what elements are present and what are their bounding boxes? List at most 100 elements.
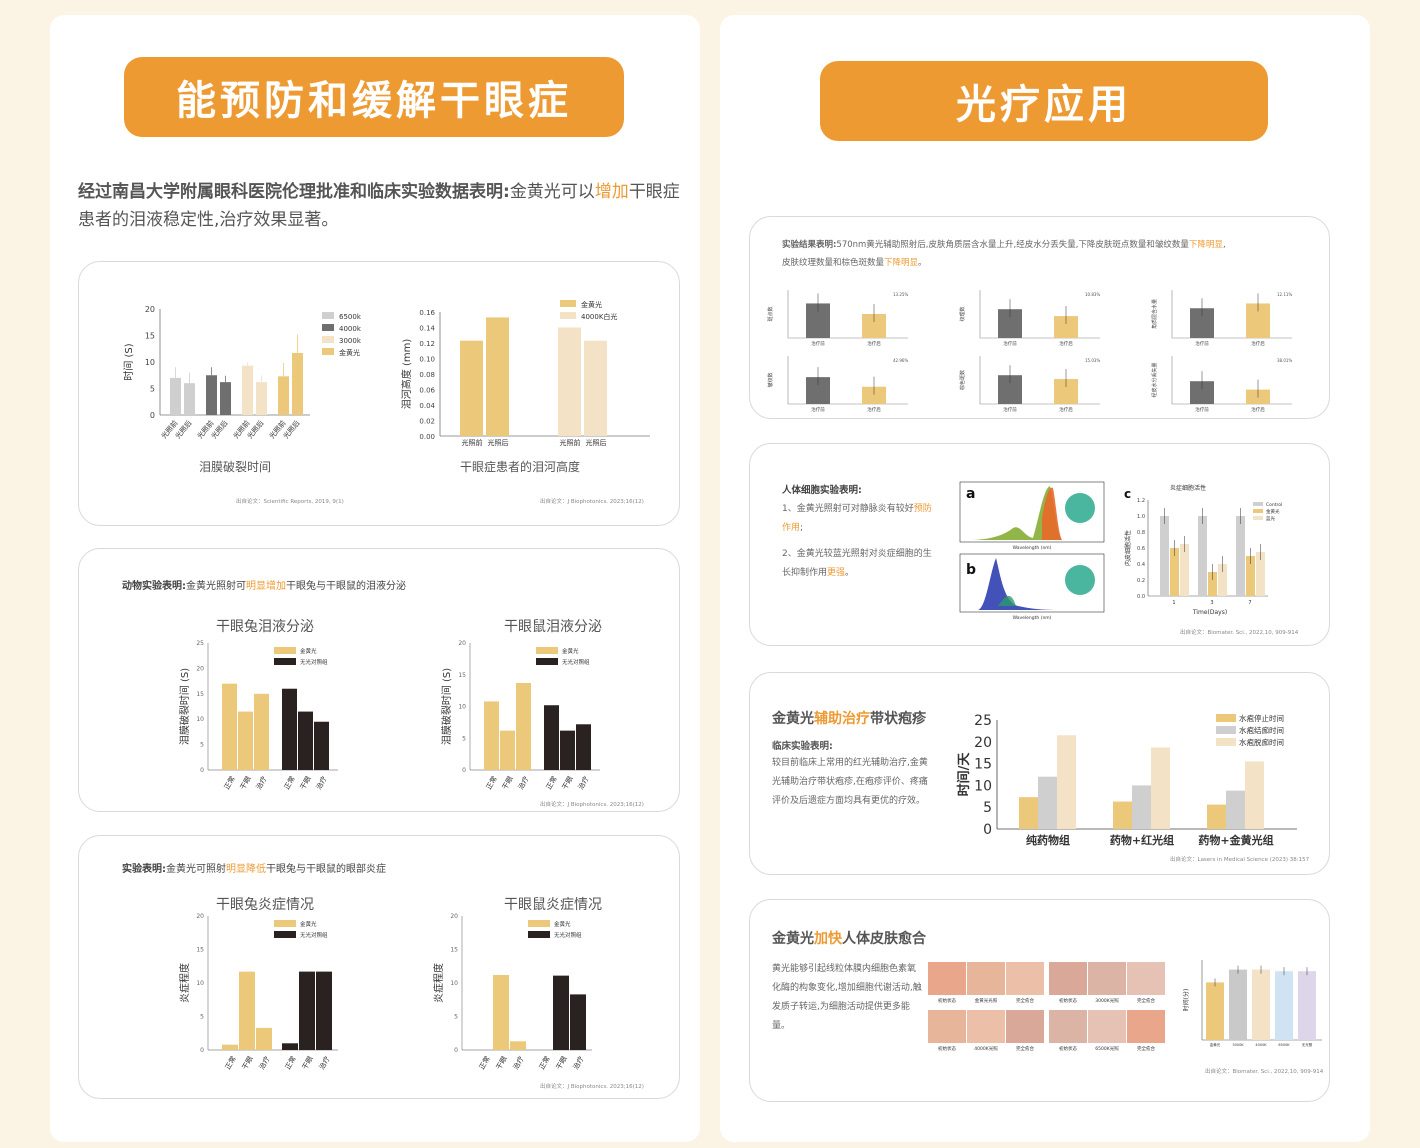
legend-label: 金黄光 xyxy=(1266,508,1280,515)
mouse-secretion-title: 干眼鼠泪液分泌 xyxy=(504,619,602,635)
herpes-text: 较目前临床上常用的红光辅助治疗,金黄光辅助治疗带状疱疹,在疱疹评价、疼痛评价及后… xyxy=(772,758,928,806)
x-tick-label: 干眼 xyxy=(239,775,253,791)
x-tick-label: 1 xyxy=(1172,600,1175,606)
cell-activity-chart: c 炎症细胞活性 1.2 1.0 0.8 0.6 0.4 0.2 0.0 内皮细胞活性 1 3 7 Tim… xyxy=(1124,484,1282,616)
bar xyxy=(1180,544,1189,596)
left-header: 能预防和缓解干眼症 xyxy=(124,57,624,137)
cie-diagram-b xyxy=(1065,565,1095,595)
skin-photo xyxy=(1006,962,1044,995)
bar xyxy=(1236,516,1245,596)
x-tick-label: 治疗 xyxy=(254,775,269,792)
legend-label: 无光对照组 xyxy=(300,931,328,939)
y-tick-label: 5 xyxy=(150,385,155,394)
legend-swatch xyxy=(528,931,550,938)
y-axis-label: 炎症程度 xyxy=(432,963,445,1003)
x-tick-label: 4000K xyxy=(1255,1043,1267,1047)
legend-label: 无光对照组 xyxy=(300,658,328,666)
y-tick-label: 5 xyxy=(454,1014,458,1021)
y-tick-label: 5 xyxy=(983,800,992,816)
source-5: 出自论文：Biomater. Sci., 2022,10, 909-914 xyxy=(1180,630,1299,636)
bar xyxy=(558,327,581,436)
right-card-herpes xyxy=(749,672,1330,875)
mini-bar xyxy=(1190,381,1214,404)
spectrum-b-tail xyxy=(998,595,1016,606)
mini-x-label: 治疗后 xyxy=(867,406,881,412)
bar xyxy=(1206,982,1224,1040)
legend-swatch xyxy=(1216,726,1236,734)
y-tick-label: 15 xyxy=(196,947,204,954)
bar xyxy=(1229,969,1247,1040)
y-tick-label: 10 xyxy=(974,778,992,794)
x-tick-label: 正常 xyxy=(282,775,297,792)
source-2: 出自论文：J Biophotonics. 2023;16(12) xyxy=(540,499,644,505)
x-tick-label: 光照后 xyxy=(488,438,509,447)
y-tick-label: 0.0 xyxy=(1137,594,1145,600)
x-tick-label: 无光照 xyxy=(1302,1042,1313,1047)
mini-y-label: 斑点数 xyxy=(767,306,774,321)
source-6: 出自论文：Lasers in Medical Science (2023) 38… xyxy=(1170,857,1310,863)
intro-text: 经过南昌大学附属眼科医院伦理批准和临床实验数据表明:金黄光可以增加干眼症患者的泪… xyxy=(78,178,688,234)
bar xyxy=(553,975,569,1050)
y-tick-label: 5 xyxy=(200,1014,204,1021)
bar xyxy=(584,340,607,436)
y-tick-label: 20 xyxy=(974,735,992,751)
skin-photo xyxy=(1088,1010,1126,1043)
mini-x-label: 治疗后 xyxy=(1059,340,1073,347)
y-tick-label: 10 xyxy=(145,358,155,367)
legend-label: 水疱脱痂时间 xyxy=(1239,737,1284,747)
legend-swatch xyxy=(322,348,334,355)
x-tick-label: 治疗 xyxy=(571,1055,586,1072)
x-tick-label: 正常 xyxy=(283,1055,298,1072)
right-card-skin xyxy=(749,216,1330,419)
y-tick-label: 0.00 xyxy=(419,433,435,441)
spectrum-figures: a Wavelength (nm) b Wavelength (nm) xyxy=(959,481,1105,620)
x-tick-label: 治疗 xyxy=(317,1055,332,1072)
bar xyxy=(460,340,483,436)
mini-x-label: 治疗前 xyxy=(811,340,825,347)
healing-chart: 时间(分) 金黄光 3000K 4000K 6500K 无光照 xyxy=(1182,960,1322,1047)
y-axis-label: 内皮细胞活性 xyxy=(1124,530,1132,566)
photo-label: 完全愈合 xyxy=(1016,997,1034,1004)
cell-point-1: 1、金黄光照射可对静脉炎有较好预防作用; xyxy=(782,504,932,533)
spectrum-a-curve xyxy=(968,486,1062,540)
legend-label: 水疱停止时间 xyxy=(1239,713,1284,723)
bar xyxy=(493,974,509,1050)
photo-label: 6500K光照 xyxy=(1095,1045,1119,1052)
rabbit-inflammation-title: 干眼兔炎症情况 xyxy=(216,897,314,913)
mini-y-label: 皱纹数 xyxy=(767,372,774,387)
legend-swatch xyxy=(274,920,296,927)
y-tick-label: 0.14 xyxy=(419,325,435,333)
legend-swatch xyxy=(322,324,334,331)
spectrum-b-curve xyxy=(978,558,1058,610)
legend-swatch xyxy=(274,647,296,654)
cell-point-2: 2、金黄光较蓝光照射对炎症细胞的生长抑制作用更强。 xyxy=(782,549,932,578)
x-tick-label: 干眼 xyxy=(241,1055,255,1071)
y-tick-label: 10 xyxy=(458,704,466,711)
tear-breakup-caption: 泪膜破裂时间 xyxy=(198,460,271,474)
bar xyxy=(484,701,499,770)
x-tick-label: 干眼 xyxy=(501,775,515,791)
x-tick-label: 治疗 xyxy=(516,775,531,792)
bar xyxy=(1207,804,1226,829)
y-tick-label: 15 xyxy=(145,332,155,341)
bar xyxy=(560,730,575,770)
x-tick-label: 干眼 xyxy=(301,1055,315,1071)
bar xyxy=(570,994,586,1050)
y-tick-label: 0 xyxy=(983,822,992,838)
y-tick-label: 25 xyxy=(974,713,992,729)
mini-x-label: 治疗后 xyxy=(1251,406,1265,412)
photo-label: 完全愈合 xyxy=(1137,1045,1155,1052)
bar xyxy=(282,688,297,770)
bar xyxy=(170,377,181,415)
y-tick-label: 0.8 xyxy=(1137,530,1145,536)
legend-label: 4000K白光 xyxy=(581,312,617,321)
bar xyxy=(1208,572,1217,596)
legend-label: 蓝光 xyxy=(1266,515,1275,522)
photo-label: 初始状态 xyxy=(1059,1045,1077,1052)
bar xyxy=(1198,516,1207,596)
bar xyxy=(222,1044,238,1050)
legend-label: Control xyxy=(1266,502,1282,508)
x-tick-label: 正常 xyxy=(484,775,499,792)
